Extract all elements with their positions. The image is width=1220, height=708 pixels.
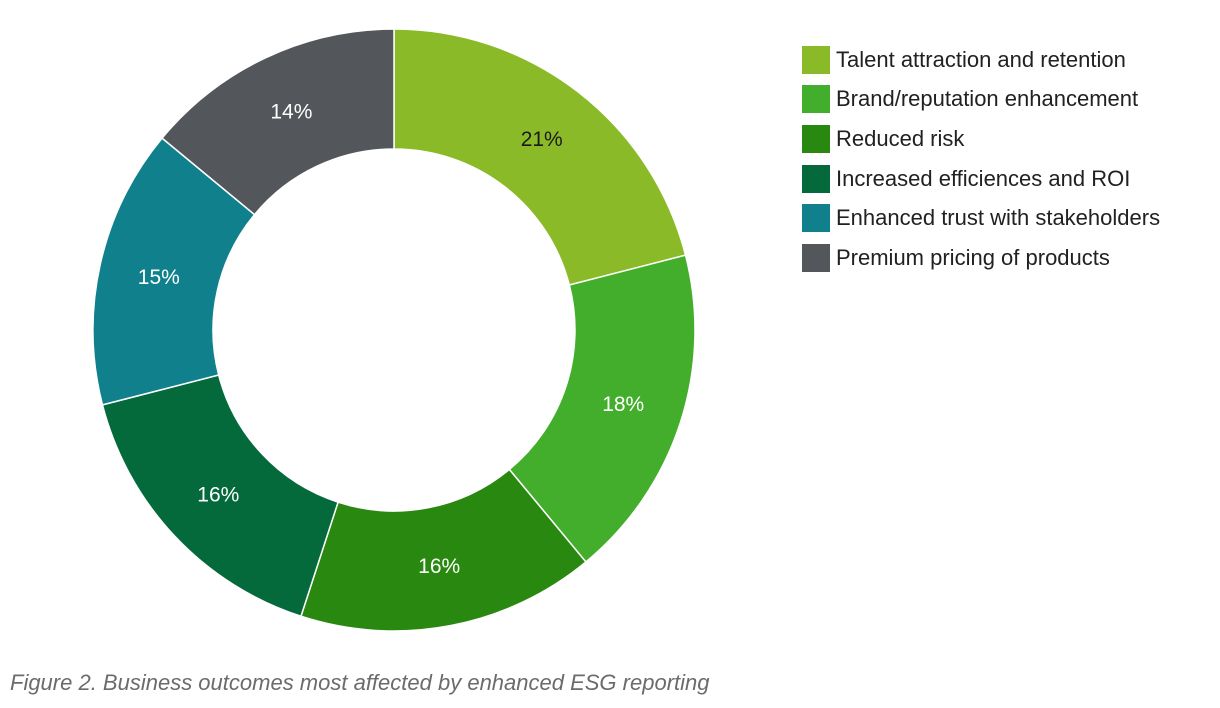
legend-label: Premium pricing of products bbox=[836, 244, 1110, 270]
legend-swatch bbox=[802, 164, 830, 193]
legend-swatch bbox=[802, 124, 830, 153]
legend-item-5: Enhanced trust with stakeholders bbox=[802, 198, 1160, 238]
slice-data-label-2: 18% bbox=[602, 393, 644, 416]
donut-labels: 21% 18% 16% 16% 15% 14% bbox=[138, 100, 644, 578]
legend-item-1: Talent attraction and retention bbox=[802, 40, 1160, 80]
legend-item-2: Brand/reputation enhancement bbox=[802, 80, 1160, 120]
legend-label: Talent attraction and retention bbox=[836, 46, 1126, 72]
donut-slice-6 bbox=[161, 28, 395, 216]
legend-label: Reduced risk bbox=[836, 125, 965, 151]
slice-data-label-6: 14% bbox=[270, 100, 312, 123]
legend-label: Brand/reputation enhancement bbox=[836, 86, 1139, 112]
slice-data-label-1: 21% bbox=[521, 128, 563, 151]
legend-item-6: Premium pricing of products bbox=[802, 238, 1160, 278]
legend-swatch bbox=[802, 85, 830, 114]
slice-data-label-5: 15% bbox=[138, 266, 180, 289]
legend-item-4: Increased efficiences and ROI bbox=[802, 159, 1160, 199]
legend-label: Increased efficiences and ROI bbox=[836, 165, 1131, 191]
legend-label: Enhanced trust with stakeholders bbox=[836, 205, 1161, 231]
donut-slices bbox=[92, 28, 696, 632]
legend-swatch bbox=[802, 243, 830, 272]
legend-swatch bbox=[802, 45, 830, 74]
slice-data-label-4: 16% bbox=[197, 483, 239, 506]
donut-chart: 21% 18% 16% 16% 15% 14% bbox=[92, 28, 696, 632]
donut-slice-1 bbox=[393, 28, 687, 286]
legend-item-3: Reduced risk bbox=[802, 119, 1160, 159]
figure-caption: Figure 2. Business outcomes most affecte… bbox=[10, 670, 710, 695]
slice-data-label-3: 16% bbox=[418, 555, 460, 578]
chart-legend: Talent attraction and retention Brand/rep… bbox=[802, 40, 1160, 278]
donut-slice-2 bbox=[508, 254, 696, 563]
legend-swatch bbox=[802, 204, 830, 233]
